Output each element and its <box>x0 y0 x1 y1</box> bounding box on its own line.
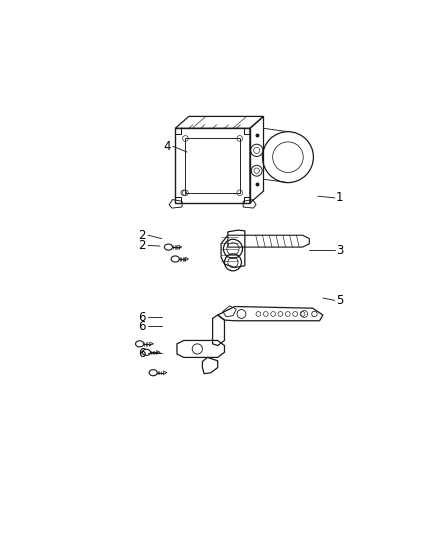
Text: 4: 4 <box>163 140 170 153</box>
Text: 6: 6 <box>138 347 146 360</box>
Text: 5: 5 <box>336 294 343 307</box>
Text: 2: 2 <box>138 229 146 242</box>
Text: 6: 6 <box>138 311 146 324</box>
Text: 3: 3 <box>336 244 343 257</box>
Text: 1: 1 <box>336 191 344 204</box>
Text: 2: 2 <box>138 239 146 252</box>
Text: 6: 6 <box>138 320 146 333</box>
